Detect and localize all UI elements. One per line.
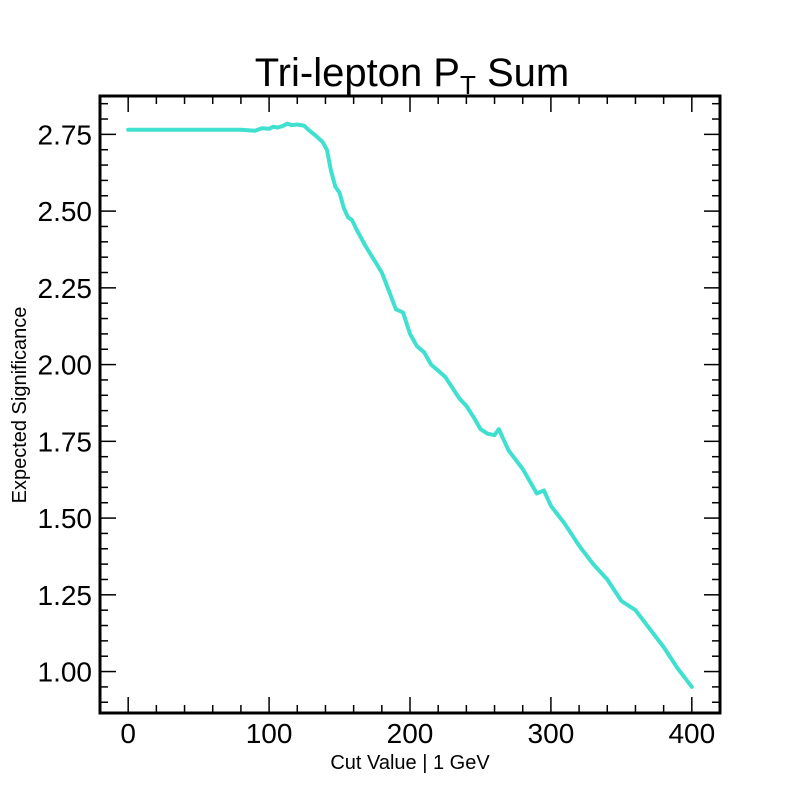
y-tick-label: 2.00 [38, 350, 93, 381]
chart-title: Tri-lepton PT Sum [255, 51, 570, 100]
x-tick-label: 0 [120, 718, 136, 749]
axis-tick-labels: 0 100 200 300 400 1.00 1.25 1.50 1.75 2.00 2.25 2.5… [38, 119, 716, 749]
x-tick-label: 300 [528, 718, 575, 749]
y-tick-label: 2.75 [38, 119, 93, 150]
axis-ticks [99, 96, 721, 713]
x-tick-label: 200 [387, 718, 434, 749]
x-tick-label: 400 [668, 718, 715, 749]
y-axis-label: Expected Significance [9, 307, 31, 504]
x-tick-label: 100 [246, 718, 293, 749]
x-axis-label: Cut Value | 1 GeV [330, 752, 490, 774]
chart-title-subscript: T [460, 70, 476, 100]
chart-title-main: Tri-lepton P [255, 51, 460, 95]
y-tick-label: 1.50 [38, 503, 93, 534]
chart-title-suffix: Sum [476, 51, 569, 95]
y-tick-label: 2.50 [38, 196, 93, 227]
y-tick-label: 1.00 [38, 657, 93, 688]
series-line [126, 121, 694, 689]
y-tick-label: 1.75 [38, 426, 93, 457]
y-tick-label: 2.25 [38, 273, 93, 304]
plot-frame [98, 94, 722, 715]
y-tick-label: 1.25 [38, 580, 93, 611]
